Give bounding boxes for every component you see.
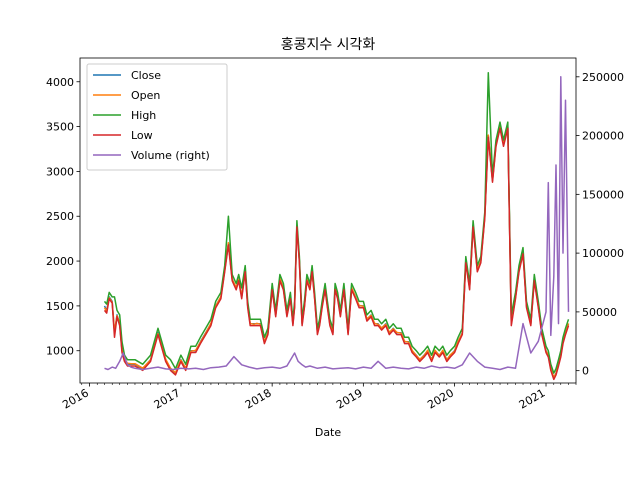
- y-tick-label-left: 3000: [46, 165, 74, 178]
- y-tick-label-right: 150000: [582, 188, 624, 201]
- legend-label: Open: [131, 89, 160, 102]
- y-tick-label-left: 4000: [46, 76, 74, 89]
- y-tick-label-left: 1000: [46, 345, 74, 358]
- legend-label: Volume (right): [131, 149, 210, 162]
- legend-label: Low: [131, 129, 153, 142]
- legend-box: [86, 63, 228, 171]
- series-line-low: [103, 127, 570, 381]
- legend-label: Close: [131, 69, 161, 82]
- y-tick-label-left: 2500: [46, 210, 74, 223]
- y-axis-left: 1000 1500 2000 2500 3000 3500 4000: [46, 76, 80, 358]
- y-axis-right: 0 50000 100000 150000 200000 250000: [576, 71, 624, 378]
- axes-frame: [79, 57, 577, 384]
- plot-lines: [103, 72, 570, 381]
- series-line-volume: [104, 76, 570, 371]
- y-tick-label-right: 0: [582, 365, 589, 378]
- y-tick-label-right: 250000: [582, 71, 624, 84]
- chart-title: 홍콩지수 시각화: [281, 37, 376, 53]
- y-tick-label-right: 100000: [582, 247, 624, 260]
- series-line-high: [103, 72, 570, 374]
- legend-label: High: [131, 109, 156, 122]
- x-axis-label: Date: [315, 426, 342, 439]
- legend: Close Open High Low Volume (right): [86, 63, 228, 171]
- y-tick-label-left: 3500: [46, 121, 74, 134]
- y-tick-label-left: 1500: [46, 300, 74, 313]
- y-tick-label-right: 200000: [582, 130, 624, 143]
- y-tick-label-left: 2000: [46, 255, 74, 268]
- y-tick-label-right: 50000: [582, 306, 617, 319]
